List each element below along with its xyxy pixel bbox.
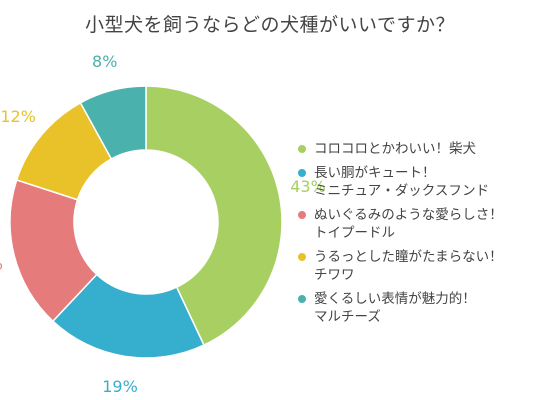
legend-label: ぬいぐるみのような愛らしさ！ (314, 207, 503, 223)
legend-item-1: コロコロとかわいい！柴犬 (296, 140, 536, 158)
legend-label: チワワ (314, 267, 355, 283)
slice-value-label-5: 8% (92, 52, 117, 71)
legend-label: コロコロとかわいい！柴犬 (314, 141, 476, 157)
legend-swatch (298, 211, 306, 219)
legend-item-2: 長い胴がキュート！ ミニチュア・ダックスフンド (296, 164, 536, 200)
legend-label: うるっとした瞳がたまらない！ (314, 249, 503, 265)
chart-legend: コロコロとかわいい！柴犬 長い胴がキュート！ ミニチュア・ダックスフンド ぬいぐるみの… (296, 140, 536, 332)
legend-label: 長い胴がキュート！ (314, 165, 436, 181)
legend-label: ミニチュア・ダックスフンド (314, 183, 490, 199)
legend-label: マルチーズ (314, 309, 381, 325)
slice-value-label-3: 18% (0, 254, 3, 273)
legend-label: トイプードル (314, 225, 395, 241)
slice-value-label-2: 19% (102, 377, 138, 396)
slice-value-label-1: 43% (290, 177, 326, 196)
chart-title: 小型犬を飼うならどの犬種がいいですか？ (85, 14, 455, 36)
slice-value-label-4: 12% (0, 107, 36, 126)
legend-item-4: うるっとした瞳がたまらない！ チワワ (296, 248, 536, 284)
legend-swatch (298, 253, 306, 261)
legend-swatch (298, 169, 306, 177)
legend-swatch (298, 145, 306, 153)
legend-item-5: 愛くるしい表情が魅力的！ マルチーズ (296, 290, 536, 326)
legend-swatch (298, 295, 306, 303)
legend-label: 愛くるしい表情が魅力的！ (314, 291, 476, 307)
donut-slice-1 (145, 85, 283, 347)
donut-slice-5 (79, 85, 147, 160)
legend-item-3: ぬいぐるみのような愛らしさ！ トイプードル (296, 206, 536, 242)
